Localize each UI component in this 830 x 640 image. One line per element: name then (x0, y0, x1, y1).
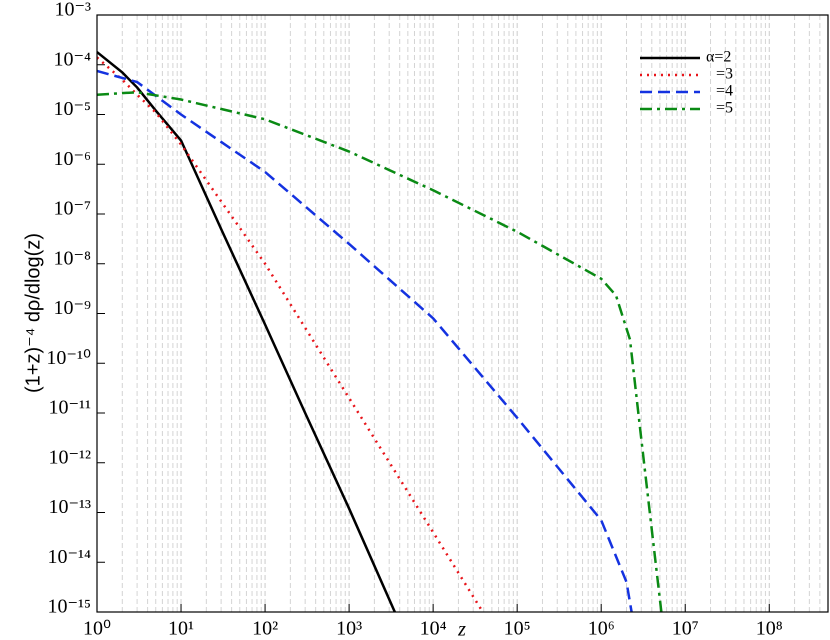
y-tick-label: 10⁻⁸ (53, 247, 91, 269)
plot-frame (96, 14, 829, 613)
y-tick-label: 10⁻⁹ (53, 297, 91, 319)
line-series (97, 90, 663, 612)
y-tick-label: 10⁻¹⁴ (47, 546, 91, 568)
y-axis-label: (1+z)⁻⁴ dρ/dlog(z) (22, 233, 44, 393)
legend-label: =5 (716, 100, 733, 117)
x-tick-label: 10⁶ (588, 618, 615, 640)
y-tick-label: 10⁻¹¹ (48, 397, 91, 419)
x-tick-label: 10² (252, 618, 278, 640)
x-tick-label: 10⁸ (756, 618, 783, 640)
y-tick-label: 10⁻¹⁵ (47, 596, 91, 618)
y-tick-label: 10⁻⁷ (53, 198, 91, 220)
x-tick-label: 10³ (336, 618, 362, 640)
line-series (97, 69, 633, 612)
x-tick-label: 10⁴ (420, 618, 447, 640)
y-tick-label: 10⁻⁵ (53, 98, 91, 120)
legend-label: =3 (716, 66, 733, 83)
y-tick-label: 10⁻⁶ (53, 148, 91, 170)
y-tick-label: 10⁻¹⁰ (46, 347, 91, 369)
line-series (97, 51, 396, 612)
y-tick-label: 10⁻³ (54, 0, 91, 21)
legend-label: α=2 (706, 49, 731, 66)
x-axis-label: z (457, 619, 466, 640)
x-tick-label: 10⁰ (83, 618, 111, 640)
y-tick-label: 10⁻⁴ (53, 48, 91, 70)
y-tick-label: 10⁻¹³ (48, 496, 91, 518)
x-tick-label: 10⁷ (672, 618, 699, 640)
plot-area (97, 51, 663, 612)
legend-label: =4 (716, 83, 733, 100)
x-tick-label: 10¹ (168, 618, 194, 640)
y-tick-label: 10⁻¹² (48, 446, 91, 468)
x-tick-label: 10⁵ (504, 618, 531, 640)
